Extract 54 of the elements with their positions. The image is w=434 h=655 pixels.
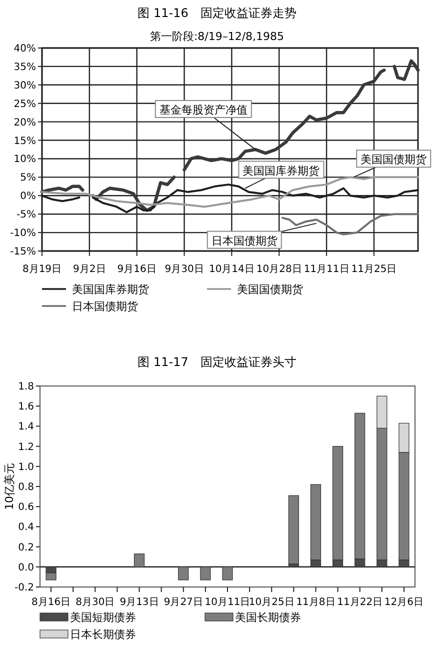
ytick: -0.2 [14, 582, 34, 594]
ytick: 0% [20, 191, 36, 202]
ytick: -15% [10, 246, 36, 258]
xtick: 9月13日 [120, 597, 159, 608]
xtick: 11月8日 [296, 597, 336, 608]
xtick: 10月14日 [208, 264, 254, 275]
legend-item: 美国短期债券 [70, 611, 136, 624]
xtick: 11月11日 [304, 264, 350, 275]
ytick: 20% [14, 117, 36, 128]
xtick: 8月30日 [76, 597, 115, 608]
title: 图 11-16 固定收益证券走势 [138, 6, 296, 20]
subtitle: 第一阶段:8/19–12/8,1985 [150, 30, 284, 43]
ytick: 0.6 [18, 502, 34, 514]
xtick: 11月25日 [351, 264, 397, 275]
ytick: 10% [14, 154, 36, 166]
ytick: 25% [14, 98, 36, 110]
annotation: 美国国库券期货 [242, 164, 320, 178]
xtick: 11月22日 [337, 597, 383, 608]
xtick: 12月6日 [384, 597, 424, 608]
ytick: 35% [14, 62, 36, 73]
ylabel: 10亿美元 [3, 463, 16, 510]
xtick: 9月2日 [73, 264, 106, 275]
ytick: 1.8 [18, 382, 34, 392]
ytick: 0.2 [18, 542, 34, 554]
legend-item: 美国国债期货 [237, 283, 303, 296]
annotation: 美国国债期货 [360, 153, 427, 166]
annotation: 基金每股资产净值 [159, 104, 248, 116]
xtick: 8月16日 [31, 597, 71, 608]
ytick: 1.0 [18, 462, 34, 473]
legend-item: 美国国库券期货 [72, 283, 149, 296]
xtick: 10月11日 [204, 597, 250, 608]
legend-item: 日本国债期货 [72, 300, 138, 313]
ytick: 0.8 [18, 482, 34, 493]
ytick: 15% [14, 136, 36, 147]
xtick: 8月19日 [22, 264, 62, 275]
ytick: 0.0 [18, 562, 34, 574]
ytick: 40% [14, 44, 36, 54]
xtick: 10月25日 [248, 597, 294, 608]
legend-item: 日本长期债券 [70, 628, 136, 641]
xtick: 9月27日 [164, 597, 203, 608]
ytick: 1.2 [18, 442, 34, 453]
ytick: -10% [10, 228, 36, 240]
ytick: -5% [16, 210, 36, 221]
ytick: 0.4 [18, 522, 34, 534]
ytick: 30% [14, 80, 36, 92]
ytick: 1.4 [18, 422, 34, 433]
title: 图 11-17 固定收益证券头寸 [138, 355, 296, 369]
xtick: 10月28日 [256, 264, 302, 275]
xtick: 9月16日 [117, 264, 156, 275]
ytick: 1.6 [18, 402, 34, 413]
annotation: 日本国债期货 [211, 234, 278, 248]
ytick: 5% [20, 172, 36, 184]
xtick: 9月30日 [164, 264, 204, 275]
legend-item: 美国长期债券 [235, 611, 301, 624]
